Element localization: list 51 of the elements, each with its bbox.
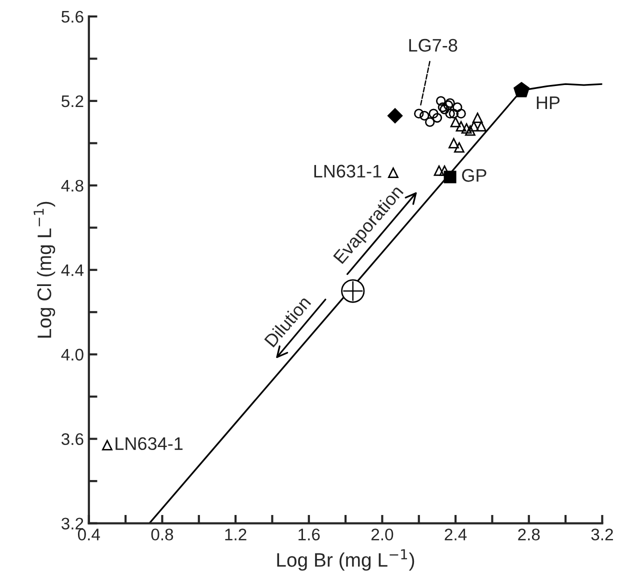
x-tick-label: 2.8	[518, 528, 540, 540]
y-axis-title: Log Cl (mg L$^{−1}$)	[34, 202, 56, 338]
point	[443, 100, 454, 110]
y-tick-label: 5.2	[62, 95, 84, 108]
point	[448, 138, 459, 148]
annotation: HP	[536, 96, 560, 109]
point	[448, 108, 459, 118]
point	[434, 165, 444, 176]
point	[428, 108, 438, 118]
annotation: LN631-1	[314, 164, 382, 178]
y-tick-label: 3.6	[62, 433, 84, 446]
point	[425, 117, 435, 127]
point	[445, 108, 455, 118]
point	[456, 121, 466, 132]
y-tick-label: 4.0	[61, 348, 84, 361]
point	[440, 104, 450, 114]
point	[476, 121, 486, 132]
y-tick-label: 4.8	[61, 180, 84, 192]
x-tick-label: 1.6	[298, 528, 320, 540]
point	[444, 170, 456, 184]
x-tick-label: 2.0	[371, 528, 394, 540]
point	[450, 116, 461, 128]
point	[454, 142, 464, 153]
annotation: LG7-8	[409, 38, 458, 52]
point	[388, 168, 398, 178]
x-tick-label: 2.4	[444, 528, 467, 540]
point	[432, 112, 442, 123]
point	[456, 108, 466, 118]
y-tick-label: 3.2	[62, 518, 84, 530]
annotation: LN634-1	[116, 437, 183, 450]
point	[387, 108, 403, 124]
point	[465, 125, 476, 136]
point	[472, 112, 483, 124]
point	[445, 98, 455, 108]
x-tick-label: 1.2	[225, 528, 246, 540]
x-tick-label: 0.8	[151, 528, 174, 540]
point	[414, 108, 424, 118]
point	[514, 82, 530, 98]
point	[420, 110, 430, 121]
point	[438, 102, 448, 112]
point	[468, 121, 480, 132]
y-tick-label: 5.6	[62, 10, 84, 23]
y-tick-label: 4.4	[61, 264, 84, 276]
annotation: GP	[462, 169, 486, 182]
point	[452, 102, 462, 112]
x-tick-label: 3.2	[591, 528, 613, 540]
x-tick-label: 0.4	[78, 528, 100, 540]
point	[102, 440, 112, 450]
point	[436, 96, 446, 106]
x-axis-title: Log Br (mg L$^{−1}$)	[277, 549, 414, 571]
point	[461, 123, 472, 134]
